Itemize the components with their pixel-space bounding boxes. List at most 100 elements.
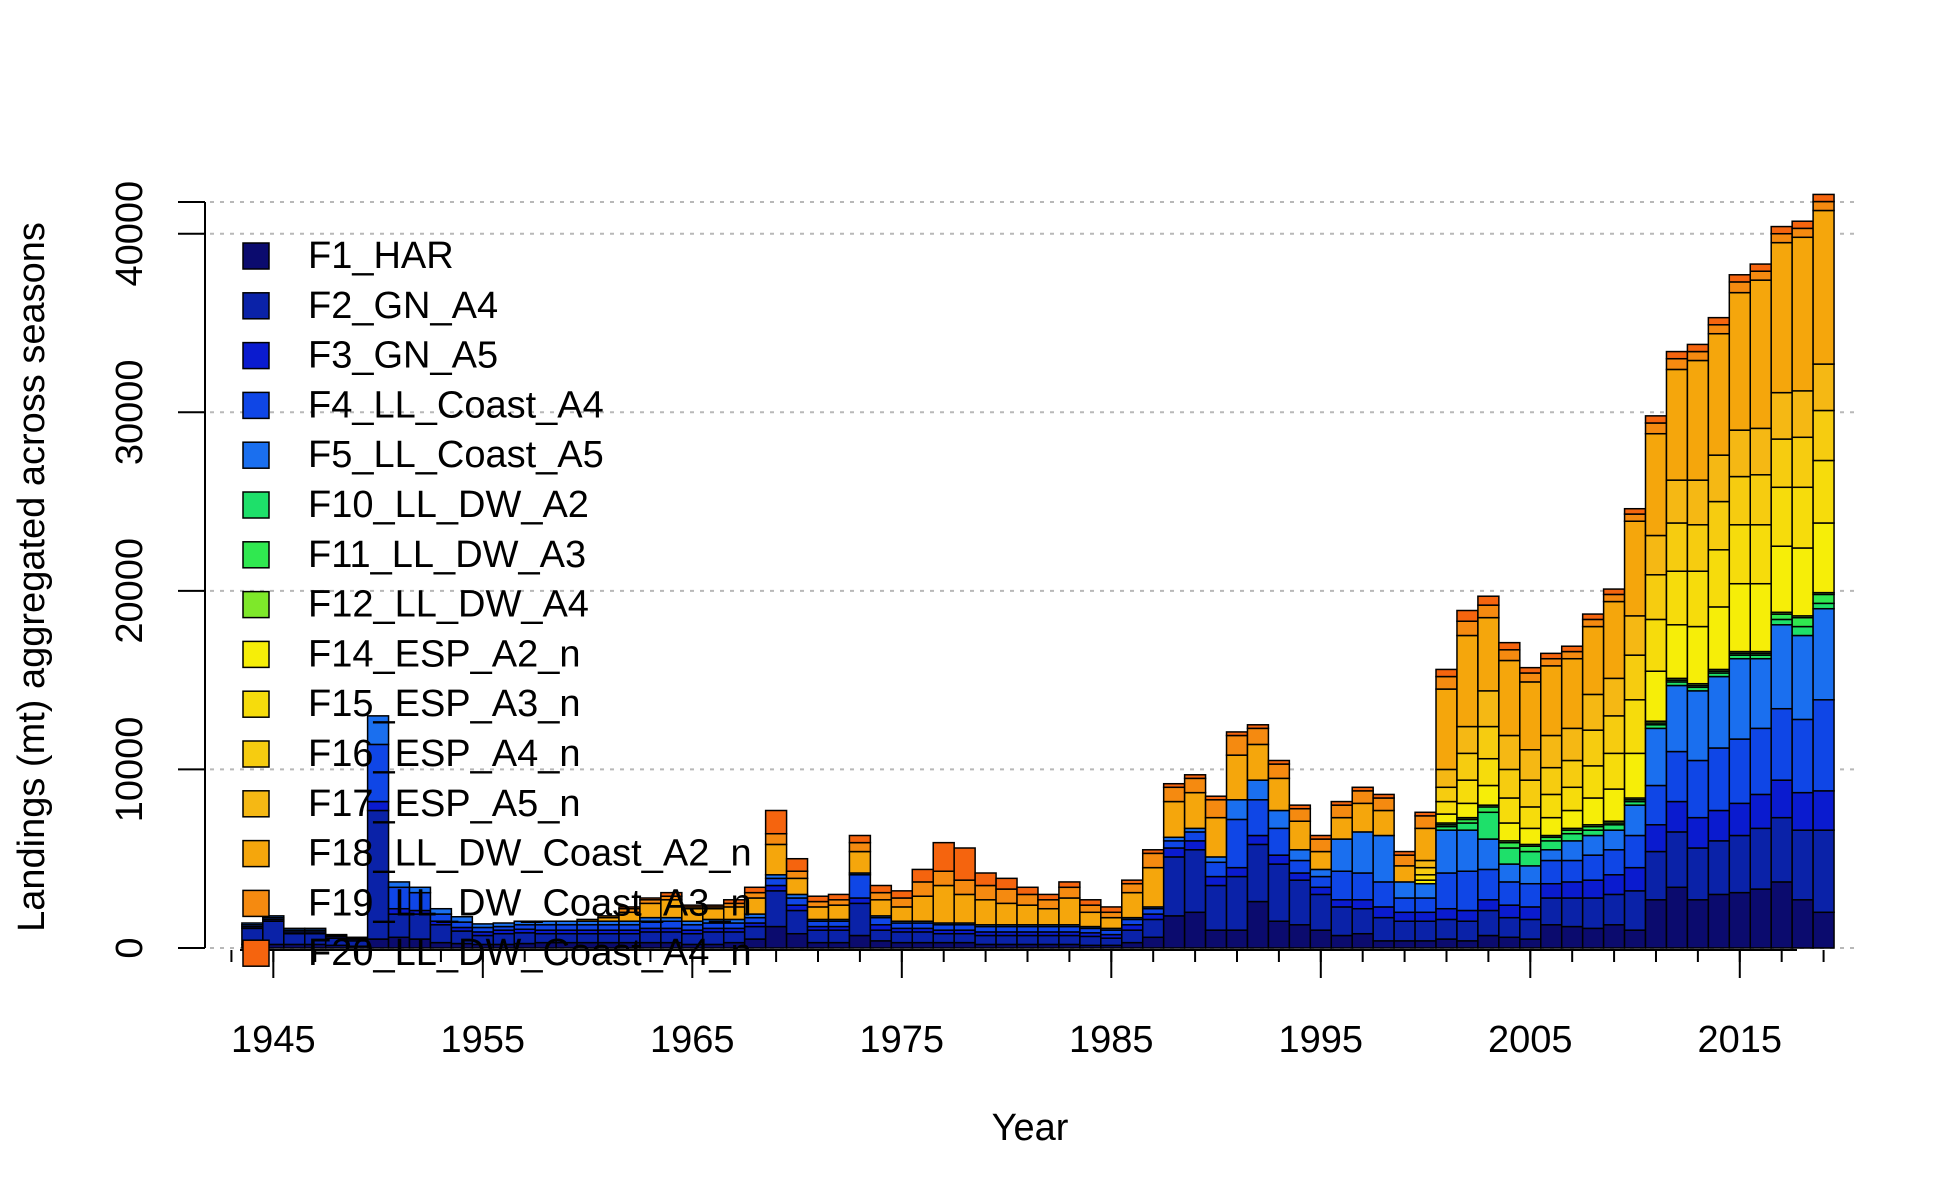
bar-1986-F20_LL_DW_Coast_A4_n <box>1121 879 1144 885</box>
bar-stack-1994 <box>1288 804 1312 949</box>
legend-swatch-F1_HAR <box>242 242 270 270</box>
legend: F1_HAR F2_GN_A4 F3_GN_A5 F4_LL_Coast_A4 F5_L… <box>242 235 752 974</box>
legend-label-F19_LL_DW_Coast_A3_n: F19_LL_DW_Coast_A3_n <box>308 882 752 924</box>
bar-2018-F17_ESP_A5_n <box>1791 390 1814 439</box>
bar-2007-F18_LL_DW_Coast_A2_n <box>1560 657 1584 730</box>
bar-1974-F20_LL_DW_Coast_A4_n <box>869 884 893 894</box>
bar-1976-F4_LL_Coast_A4 <box>911 922 934 930</box>
bar-1948-F5_LL_Coast_A5 <box>324 933 348 937</box>
bar-2009-F3_GN_A5 <box>1602 874 1626 896</box>
bar-1990-F4_LL_Coast_A4 <box>1204 861 1228 878</box>
bar-2016-F18_LL_DW_Coast_A2_n <box>1749 279 1772 430</box>
x-tick-label-2015: 2015 <box>1698 1019 1783 1061</box>
bar-2009-F10_LL_DW_A2 <box>1602 824 1626 831</box>
bar-2007-F17_ESP_A5_n <box>1560 727 1584 762</box>
legend-swatch-F18_LL_DW_Coast_A2_n <box>242 839 270 868</box>
bar-2017-F19_LL_DW_Coast_A3_n <box>1770 232 1793 244</box>
bar-1989-F3_GN_A5 <box>1183 840 1207 851</box>
bar-2000-F3_GN_A5 <box>1414 911 1437 922</box>
bar-1993-F1_HAR <box>1267 920 1291 949</box>
bar-1976-F1_HAR <box>911 941 934 949</box>
bar-1994-F3_GN_A5 <box>1288 872 1312 881</box>
bar-1951-F5_LL_Coast_A5 <box>387 881 411 889</box>
bar-2005-F4_LL_Coast_A4 <box>1519 882 1542 908</box>
bar-1984-F20_LL_DW_Coast_A4_n <box>1079 899 1102 906</box>
bar-stack-1972 <box>827 893 851 949</box>
bar-2011-F19_LL_DW_Coast_A3_n <box>1644 422 1668 435</box>
bar-1999-F1_HAR <box>1393 940 1416 949</box>
bar-1955-F5_LL_Coast_A5 <box>471 923 495 929</box>
bar-1969-F2_GN_A4 <box>764 890 788 928</box>
bar-1977-F20_LL_DW_Coast_A4_n <box>932 841 955 872</box>
bar-1972-F20_LL_DW_Coast_A4_n <box>827 893 851 901</box>
bar-stack-1978 <box>953 847 976 949</box>
bar-stack-1961 <box>597 915 620 949</box>
bar-1976-F2_GN_A4 <box>911 931 934 944</box>
bar-2010-F2_GN_A4 <box>1623 890 1647 931</box>
legend-swatch-F14_ESP_A2_n <box>242 640 270 669</box>
bar-2002-F10_LL_DW_A2 <box>1456 822 1479 831</box>
bar-2017-F15_ESP_A3_n <box>1770 486 1793 547</box>
bar-2012-F19_LL_DW_Coast_A3_n <box>1665 357 1689 371</box>
x-tick-label-1995: 1995 <box>1279 1019 1364 1061</box>
bar-1983-F19_LL_DW_Coast_A3_n <box>1058 886 1081 899</box>
bar-1953-F5_LL_Coast_A5 <box>429 907 453 915</box>
bar-1988-F1_HAR <box>1162 915 1186 949</box>
bar-2007-F2_GN_A4 <box>1560 897 1584 928</box>
bar-1970-F18_LL_DW_Coast_A2_n <box>785 877 809 896</box>
bar-1992-F3_GN_A5 <box>1246 834 1270 846</box>
bar-2005-F14_ESP_A2_n <box>1519 827 1542 846</box>
bar-2013-F3_GN_A5 <box>1686 816 1710 849</box>
bar-1981-F18_LL_DW_Coast_A2_n <box>1016 904 1039 926</box>
bar-2005-F20_LL_DW_Coast_A4_n <box>1519 666 1542 674</box>
bar-1946-F2_GN_A4 <box>283 932 306 946</box>
bar-stack-2019 <box>1812 193 1835 949</box>
bar-1964-F20_LL_DW_Coast_A4_n <box>660 891 683 897</box>
legend-item-F10_LL_DW_A2: F10_LL_DW_A2 <box>242 484 589 526</box>
bar-stack-1974 <box>869 884 893 949</box>
bar-1988-F3_GN_A5 <box>1162 847 1186 858</box>
bar-2005-F17_ESP_A5_n <box>1519 749 1542 781</box>
bar-1988-F18_LL_DW_Coast_A2_n <box>1162 800 1186 839</box>
bar-2010-F14_ESP_A2_n <box>1623 752 1647 799</box>
bar-1970-F20_LL_DW_Coast_A4_n <box>785 857 809 872</box>
bar-2009-F14_ESP_A2_n <box>1602 788 1626 822</box>
bar-1972-F4_LL_Coast_A4 <box>827 920 851 928</box>
bar-1992-F18_LL_DW_Coast_A2_n <box>1246 743 1270 781</box>
bar-2016-F5_LL_Coast_A5 <box>1749 657 1772 730</box>
bar-1970-F2_GN_A4 <box>785 909 809 935</box>
bar-2003-F20_LL_DW_Coast_A4_n <box>1477 595 1500 606</box>
bar-2006-F17_ESP_A5_n <box>1540 734 1563 769</box>
bar-2011-F18_LL_DW_Coast_A2_n <box>1644 432 1668 537</box>
x-tick-label-1965: 1965 <box>650 1019 735 1061</box>
bar-2017-F3_GN_A5 <box>1770 779 1793 819</box>
bar-stack-2015 <box>1728 274 1752 949</box>
bar-2014-F2_GN_A4 <box>1707 840 1731 896</box>
bar-2004-F16_ESP_A4_n <box>1498 768 1521 799</box>
bar-stack-2009 <box>1602 588 1626 949</box>
bar-1987-F18_LL_DW_Coast_A2_n <box>1141 866 1165 908</box>
bar-1998-F2_GN_A4 <box>1372 916 1395 942</box>
bar-1977-F18_LL_DW_Coast_A2_n <box>932 884 955 924</box>
bar-1998-F18_LL_DW_Coast_A2_n <box>1372 809 1395 837</box>
bar-2014-F3_GN_A5 <box>1707 809 1731 842</box>
bar-2013-F2_GN_A4 <box>1686 847 1710 901</box>
bar-2005-F16_ESP_A4_n <box>1519 779 1542 808</box>
y-axis-label: Landings (mt) aggregated across seasons <box>11 222 53 932</box>
bar-stack-2002 <box>1456 609 1479 949</box>
bar-1997-F1_HAR <box>1351 932 1374 949</box>
bar-1985-F19_LL_DW_Coast_A3_n <box>1100 911 1123 919</box>
bar-stack-1987 <box>1141 849 1165 949</box>
bar-stack-1995 <box>1309 834 1333 949</box>
legend-swatch-F16_ESP_A4_n <box>242 740 270 768</box>
bar-1988-F19_LL_DW_Coast_A3_n <box>1162 786 1186 803</box>
bar-2016-F19_LL_DW_Coast_A3_n <box>1749 270 1772 281</box>
bar-stack-1963 <box>639 897 662 949</box>
bar-2003-F1_HAR <box>1477 934 1500 949</box>
bar-2013-F16_ESP_A4_n <box>1686 524 1710 572</box>
bar-stack-2001 <box>1435 668 1458 949</box>
bar-2000-F18_LL_DW_Coast_A2_n <box>1414 827 1437 862</box>
x-tick-label-1985: 1985 <box>1069 1019 1154 1061</box>
bar-2018-F5_LL_Coast_A5 <box>1791 634 1814 721</box>
bar-2015-F19_LL_DW_Coast_A3_n <box>1728 281 1752 294</box>
